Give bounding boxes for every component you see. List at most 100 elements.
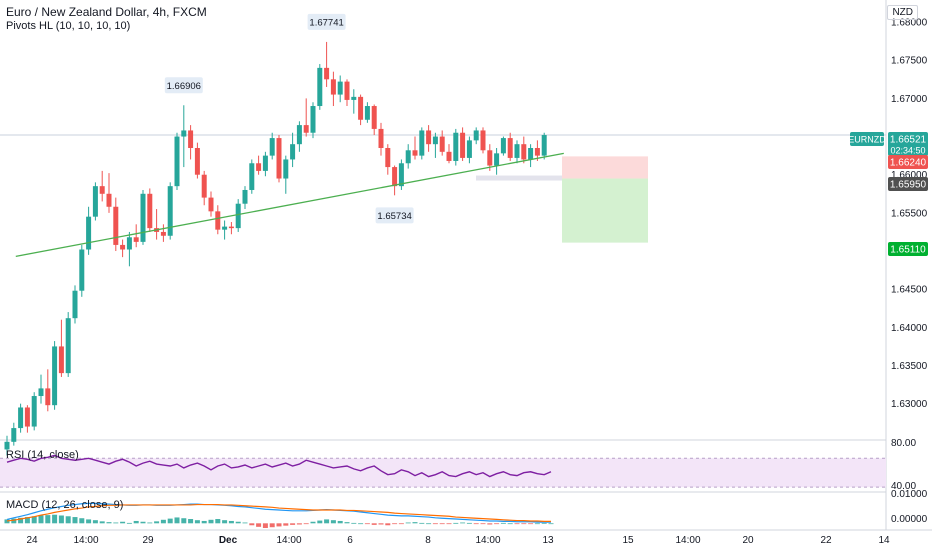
candle[interactable] bbox=[480, 127, 486, 154]
rsi-lower-tick: 40.00 bbox=[891, 481, 916, 492]
rsi-label[interactable]: RSI (14, close) bbox=[6, 449, 79, 461]
candle[interactable] bbox=[290, 132, 296, 168]
candle[interactable] bbox=[174, 132, 180, 190]
candle[interactable] bbox=[419, 127, 425, 160]
candles[interactable] bbox=[4, 41, 547, 456]
candle[interactable] bbox=[38, 374, 44, 404]
candle[interactable] bbox=[364, 102, 370, 123]
candle[interactable] bbox=[215, 205, 221, 235]
candle[interactable] bbox=[487, 144, 493, 171]
candle[interactable] bbox=[528, 144, 534, 168]
candle[interactable] bbox=[296, 121, 302, 152]
candle[interactable] bbox=[52, 341, 58, 410]
candle[interactable] bbox=[113, 197, 119, 252]
indicator-label[interactable]: Pivots HL (10, 10, 10, 10) bbox=[6, 20, 131, 32]
candle[interactable] bbox=[460, 127, 466, 161]
macd-line[interactable] bbox=[6, 502, 551, 523]
candle[interactable] bbox=[276, 135, 282, 183]
candle[interactable] bbox=[235, 199, 241, 232]
candle[interactable] bbox=[303, 98, 309, 137]
candle[interactable] bbox=[500, 136, 506, 156]
candle[interactable] bbox=[126, 231, 132, 267]
candle[interactable] bbox=[432, 132, 438, 158]
candle[interactable] bbox=[473, 127, 479, 145]
candle[interactable] bbox=[249, 159, 255, 194]
candle-body bbox=[358, 96, 364, 120]
rsi-line[interactable] bbox=[6, 454, 552, 478]
take-profit-zone[interactable] bbox=[562, 178, 648, 243]
candle[interactable] bbox=[106, 173, 112, 213]
candle[interactable] bbox=[392, 165, 398, 196]
candle[interactable] bbox=[337, 75, 343, 103]
candle[interactable] bbox=[283, 155, 289, 194]
candle[interactable] bbox=[534, 140, 540, 161]
candle[interactable] bbox=[120, 239, 126, 258]
candle[interactable] bbox=[194, 142, 200, 179]
candle[interactable] bbox=[521, 136, 527, 164]
candle[interactable] bbox=[351, 89, 357, 114]
currency-badge[interactable]: NZD bbox=[887, 5, 918, 20]
candle[interactable] bbox=[426, 125, 432, 152]
candle[interactable] bbox=[79, 244, 85, 297]
candle[interactable] bbox=[398, 159, 404, 190]
candle[interactable] bbox=[45, 369, 51, 412]
candle[interactable] bbox=[453, 128, 459, 166]
candle[interactable] bbox=[188, 125, 194, 160]
trendline[interactable] bbox=[15, 152, 564, 258]
candle[interactable] bbox=[466, 136, 472, 164]
candle[interactable] bbox=[24, 405, 30, 433]
candle[interactable] bbox=[494, 148, 500, 175]
candle[interactable] bbox=[181, 105, 187, 168]
candle[interactable] bbox=[58, 319, 64, 377]
candle[interactable] bbox=[99, 170, 105, 202]
macd-label[interactable]: MACD (12, 26, close, 9) bbox=[6, 499, 124, 511]
candle[interactable] bbox=[4, 435, 10, 456]
candle[interactable] bbox=[133, 224, 139, 248]
candle[interactable] bbox=[256, 155, 262, 175]
candle[interactable] bbox=[222, 220, 228, 240]
time-axis[interactable]: 24 14:00 29 Dec 14:00 6 8 14:00 13 15 14:00 20 22 14 bbox=[26, 535, 890, 546]
macd-histogram[interactable] bbox=[4, 514, 554, 528]
candle[interactable] bbox=[208, 191, 214, 217]
candle[interactable] bbox=[514, 140, 520, 164]
candle[interactable] bbox=[446, 144, 452, 164]
candle[interactable] bbox=[262, 151, 268, 177]
candle-body bbox=[432, 136, 438, 145]
candle-body bbox=[344, 81, 350, 100]
candle[interactable] bbox=[330, 71, 336, 107]
candle[interactable] bbox=[160, 224, 166, 242]
candle[interactable] bbox=[140, 189, 146, 245]
stop-loss-zone[interactable] bbox=[562, 156, 648, 179]
candle[interactable] bbox=[378, 122, 384, 156]
candle[interactable] bbox=[344, 79, 350, 107]
candle[interactable] bbox=[65, 312, 71, 377]
candle[interactable] bbox=[541, 132, 547, 160]
candle[interactable] bbox=[92, 182, 98, 221]
candle[interactable] bbox=[11, 422, 17, 446]
candle[interactable] bbox=[269, 132, 275, 160]
candle-body bbox=[541, 135, 547, 156]
candle[interactable] bbox=[228, 222, 234, 235]
candle[interactable] bbox=[310, 102, 316, 139]
candle[interactable] bbox=[86, 206, 92, 255]
time-tick-label: 14:00 bbox=[73, 535, 98, 546]
candle[interactable] bbox=[405, 144, 411, 169]
candle[interactable] bbox=[31, 392, 37, 431]
candle[interactable] bbox=[72, 285, 78, 324]
candle[interactable] bbox=[507, 132, 513, 161]
candle[interactable] bbox=[147, 188, 153, 232]
candle[interactable] bbox=[412, 136, 418, 160]
candle[interactable] bbox=[201, 170, 207, 206]
signal-line[interactable] bbox=[6, 503, 551, 522]
candle[interactable] bbox=[385, 144, 391, 175]
macd-bar bbox=[351, 522, 357, 524]
candle[interactable] bbox=[324, 41, 330, 87]
candle[interactable] bbox=[242, 186, 248, 210]
candle[interactable] bbox=[167, 182, 173, 240]
candle[interactable] bbox=[439, 130, 445, 156]
candle[interactable] bbox=[371, 104, 377, 136]
candle[interactable] bbox=[358, 94, 364, 126]
candle[interactable] bbox=[18, 403, 24, 433]
candle[interactable] bbox=[317, 64, 323, 110]
